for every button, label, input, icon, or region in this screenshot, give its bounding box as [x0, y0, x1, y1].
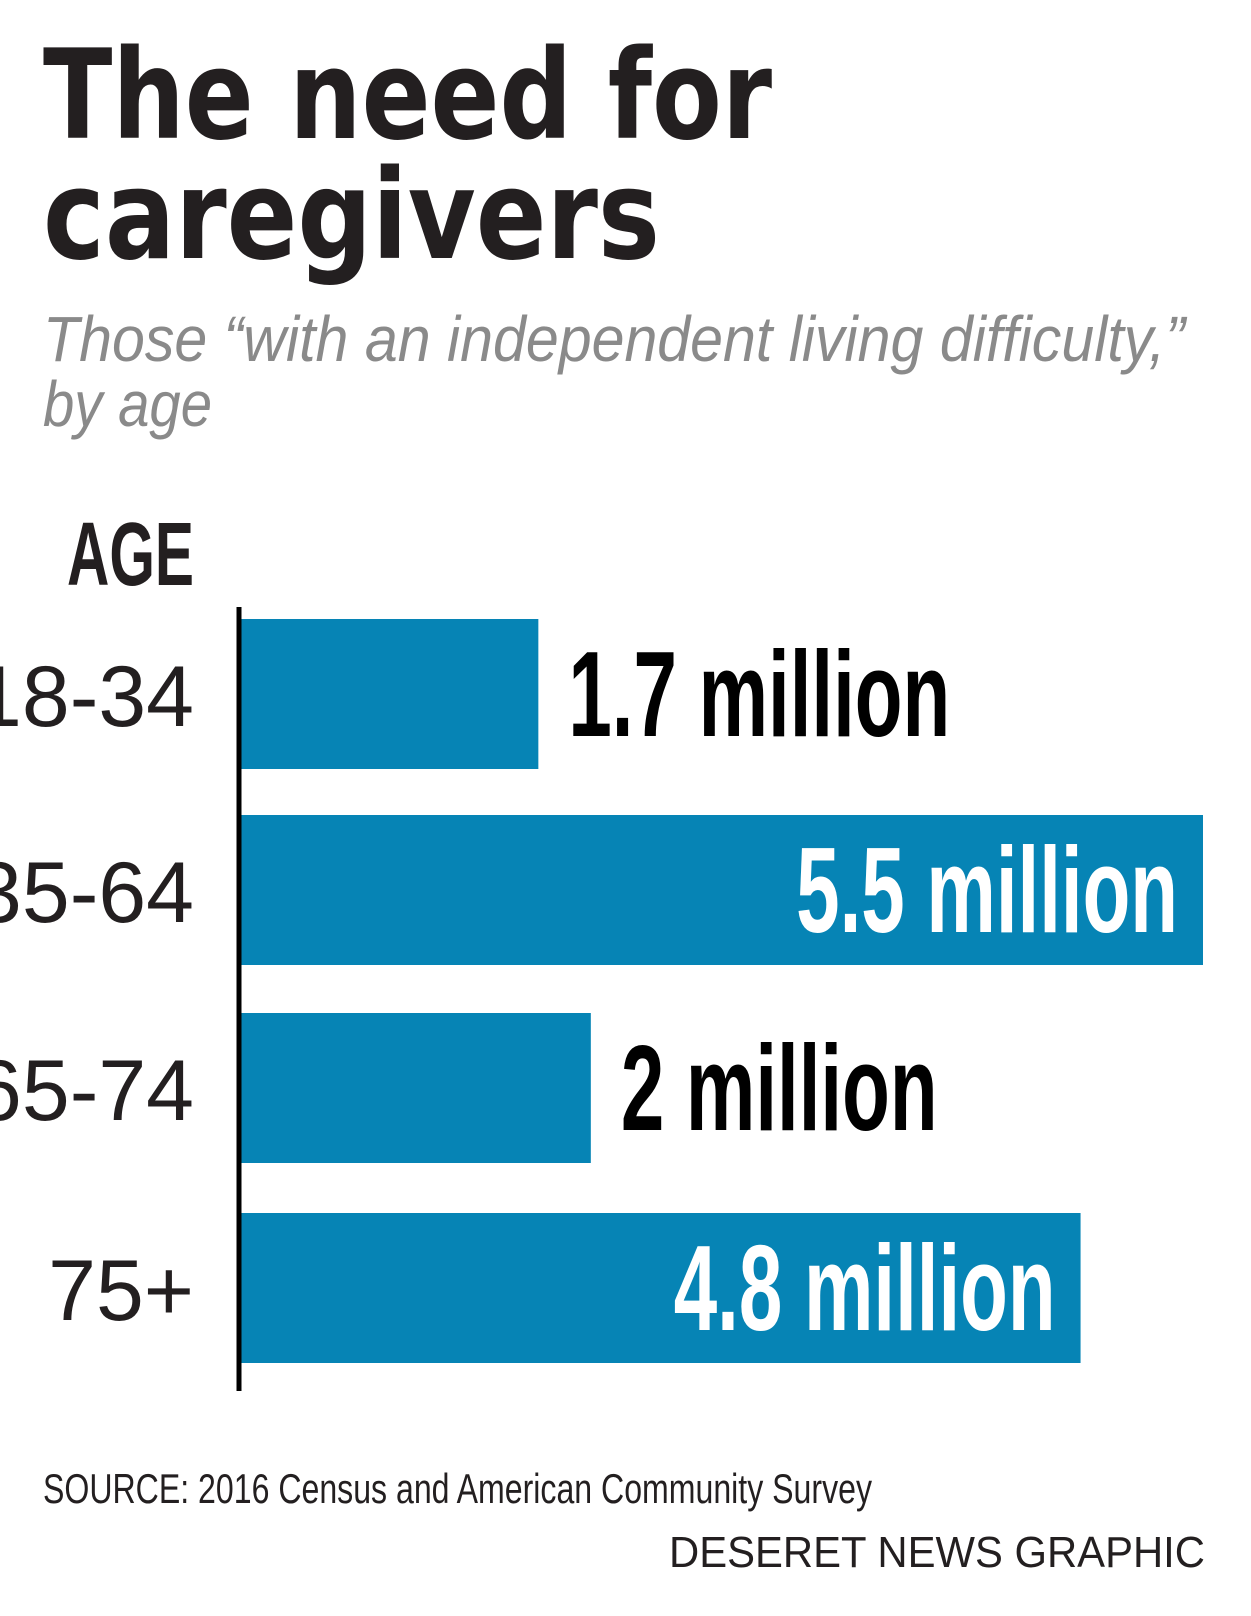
source-note: SOURCE: 2016 Census and American Communi… — [43, 1465, 872, 1512]
data-label: 1.7 million — [568, 626, 950, 762]
category-label: 18-34 — [0, 649, 194, 745]
data-label: 2 million — [621, 1020, 938, 1156]
graphic-credit: DESERET NEWS GRAPHIC — [669, 1528, 1205, 1577]
bar-35-64 — [241, 815, 1203, 965]
data-label: 5.5 million — [796, 822, 1178, 958]
bar-75+ — [241, 1213, 1081, 1363]
category-label: 65-74 — [0, 1043, 194, 1139]
chart-subtitle-line-1: Those “with an independent living diffic… — [43, 303, 1187, 375]
chart-title-line-2: caregivers — [43, 144, 660, 288]
category-label: 75+ — [48, 1243, 194, 1339]
chart-subtitle-line-2: by age — [43, 368, 212, 440]
bar-65-74 — [241, 1013, 591, 1163]
chart-title-line-1: The need for — [43, 24, 772, 168]
bar-18-34 — [241, 619, 539, 769]
category-label: 35-64 — [0, 845, 194, 941]
y-axis-label: AGE — [67, 505, 194, 605]
data-label: 4.8 million — [674, 1220, 1056, 1356]
